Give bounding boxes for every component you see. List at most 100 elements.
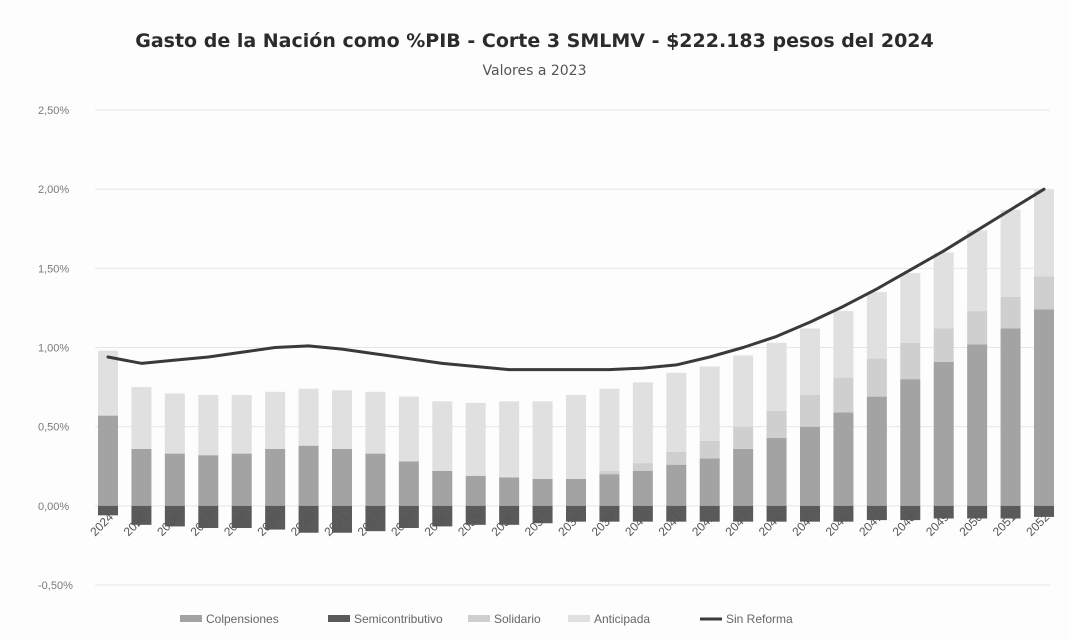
bar-segment-anticipada <box>866 292 887 359</box>
chart-subtitle: Valores a 2023 <box>482 63 587 79</box>
bar-segment-colpensiones <box>131 448 152 506</box>
bar-segment-anticipada <box>1000 209 1021 297</box>
bar-segment-colpensiones <box>265 448 286 506</box>
bar-segment-semicontributivo <box>766 505 787 522</box>
legend-item: Sin Reforma <box>700 612 793 626</box>
bar-segment-semicontributivo <box>900 505 921 521</box>
legend-label: Solidario <box>494 612 541 626</box>
bar-segment-anticipada <box>599 388 620 471</box>
bar-segment-semicontributivo <box>1034 505 1054 517</box>
legend-item: Colpensiones <box>180 612 279 626</box>
y-axis-ticks: 2,50% 2,00% 1,50% 1,00% 0,50% 0,00% -0,50% <box>38 105 73 592</box>
bar-segment-colpensiones <box>766 437 787 506</box>
bar-segment-colpensiones <box>699 458 720 506</box>
bar-segment-colpensiones <box>298 445 319 506</box>
bar-segment-anticipada <box>365 391 386 454</box>
bar-segment-solidario <box>632 463 653 471</box>
bar-segment-anticipada <box>198 395 219 456</box>
bar-segment-semicontributivo <box>566 505 586 522</box>
bar-segment-anticipada <box>465 402 486 476</box>
sin-reforma-line <box>106 187 1046 372</box>
bar-segment-solidario <box>1034 276 1054 310</box>
bar-segment-semicontributivo <box>432 505 453 527</box>
y-tick-label: 0,00% <box>38 501 69 513</box>
bar-segment-semicontributivo <box>833 505 854 522</box>
bar-segment-semicontributivo <box>332 505 352 533</box>
bar-segment-solidario <box>933 328 954 362</box>
legend-swatch <box>328 615 350 622</box>
bar-segment-anticipada <box>298 388 319 446</box>
bar-segment-solidario <box>833 377 854 413</box>
bar-segment-colpensiones <box>632 471 653 506</box>
bar-segment-anticipada <box>800 328 820 395</box>
bar-segment-semicontributivo <box>699 505 720 522</box>
bar-segment-solidario <box>1000 296 1021 329</box>
legend-swatch <box>180 615 202 622</box>
y-tick-label: 2,00% <box>38 184 69 196</box>
bar-segment-colpensiones <box>666 464 687 506</box>
bar-segment-anticipada <box>164 393 185 454</box>
bar-segment-semicontributivo <box>231 505 252 528</box>
bar-segment-anticipada <box>398 396 419 462</box>
bar-segment-semicontributivo <box>365 505 386 532</box>
bar-segment-colpensiones <box>432 471 453 506</box>
bar-segment-anticipada <box>666 372 687 452</box>
bar-segment-solidario <box>866 358 887 397</box>
bar-segment-semicontributivo <box>933 505 954 519</box>
bar-segment-colpensiones <box>733 448 754 506</box>
bar-segment-semicontributivo <box>131 505 152 525</box>
bar-stacks <box>98 189 1054 533</box>
chart-title: Gasto de la Nación como %PIB - Corte 3 S… <box>135 30 934 52</box>
bar-segment-semicontributivo <box>532 505 553 524</box>
bar-segment-colpensiones <box>231 453 252 506</box>
bar-segment-colpensiones <box>499 477 520 506</box>
bar-segment-anticipada <box>231 395 252 454</box>
bar-segment-colpensiones <box>365 453 386 506</box>
bar-segment-semicontributivo <box>298 505 319 533</box>
bar-segment-anticipada <box>332 390 352 449</box>
bar-segment-solidario <box>666 452 687 465</box>
bar-segment-semicontributivo <box>632 505 653 522</box>
bar-segment-colpensiones <box>833 412 854 506</box>
bar-segment-solidario <box>599 471 620 475</box>
legend-label: Colpensiones <box>206 612 279 626</box>
y-tick-label: 2,50% <box>38 105 69 117</box>
y-tick-label: -0,50% <box>38 580 73 592</box>
bar-segment-anticipada <box>766 342 787 411</box>
bar-segment-semicontributivo <box>733 505 754 522</box>
sin-reforma-line-layer <box>106 187 1046 372</box>
bar-segment-anticipada <box>265 391 286 449</box>
bar-segment-colpensiones <box>398 461 419 506</box>
bar-segment-semicontributivo <box>98 505 118 516</box>
bar-segment-anticipada <box>1034 189 1054 277</box>
bar-segment-solidario <box>967 311 988 345</box>
bar-segment-colpensiones <box>98 415 118 506</box>
bar-segment-solidario <box>766 410 787 438</box>
bar-segment-colpensiones <box>198 455 219 506</box>
bar-segment-semicontributivo <box>265 505 286 530</box>
bar-segment-anticipada <box>432 401 453 471</box>
bar-segment-semicontributivo <box>164 505 185 527</box>
bar-segment-anticipada <box>566 395 586 479</box>
bar-segment-anticipada <box>900 273 921 343</box>
bar-segment-semicontributivo <box>465 505 486 525</box>
bar-segment-colpensiones <box>164 453 185 506</box>
bar-segment-semicontributivo <box>666 505 687 522</box>
bar-segment-solidario <box>733 426 754 449</box>
legend-label: Sin Reforma <box>726 612 793 626</box>
bar-segment-colpensiones <box>1034 309 1054 506</box>
bar-segment-anticipada <box>632 382 653 464</box>
bar-segment-anticipada <box>131 387 152 449</box>
bar-segment-solidario <box>699 440 720 459</box>
bar-segment-solidario <box>800 395 820 427</box>
legend-swatch <box>468 615 490 622</box>
bar-segment-colpensiones <box>465 475 486 506</box>
bar-segment-anticipada <box>532 401 553 479</box>
bar-segment-colpensiones <box>599 474 620 506</box>
legend-item: Solidario <box>468 612 541 626</box>
bar-segment-anticipada <box>733 355 754 427</box>
bar-segment-anticipada <box>933 252 954 329</box>
bar-segment-colpensiones <box>800 426 820 506</box>
